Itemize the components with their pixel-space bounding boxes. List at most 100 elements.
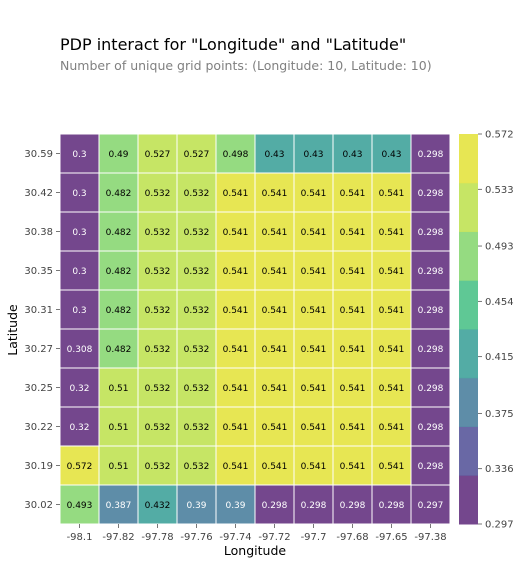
cell-value-label: 0.298 [340,501,366,511]
heatmap-cell [254,367,295,408]
heatmap-cell [293,289,334,330]
heatmap-cell [410,445,451,486]
heatmap-cell [410,172,451,213]
heatmap-cell [59,172,100,213]
heatmap-cell [332,289,373,330]
cell-value-label: 0.43 [381,150,401,160]
heatmap-cell [371,367,412,408]
cell-value-label: 0.298 [418,306,444,316]
heatmap-cell [59,367,100,408]
x-axis-label: Longitude [224,543,286,558]
cell-value-label: 0.482 [106,189,132,199]
heatmap-cell [176,445,217,486]
y-tick-label: 30.22 [24,422,53,433]
heatmap-cell [137,133,178,174]
heatmap-cell [98,211,139,252]
cell-value-label: 0.541 [379,462,405,472]
y-tick-label: 30.38 [24,227,53,238]
cell-value-label: 0.541 [301,306,327,316]
colorbar-segment [459,475,478,525]
cell-value-label: 0.3 [72,228,86,238]
y-tick-label: 30.02 [24,500,53,511]
cell-value-label: 0.532 [145,423,171,433]
heatmap-cell [215,484,256,525]
cell-value-label: 0.541 [301,228,327,238]
x-tick-label: -98.1 [67,532,93,543]
y-tick-label: 30.25 [24,383,53,394]
cell-value-label: 0.482 [106,306,132,316]
colorbar-segment [459,280,478,330]
y-tick-label: 30.35 [24,266,53,277]
cell-value-label: 0.541 [223,306,249,316]
x-tick-label: -97.68 [336,532,368,543]
cell-value-label: 0.298 [418,462,444,472]
heatmap-cell [176,250,217,291]
heatmap-cell [293,250,334,291]
cell-value-label: 0.532 [184,345,210,355]
heatmap-cell [98,172,139,213]
cell-value-label: 0.541 [340,423,366,433]
colorbar-tick-label: 0.375 [485,409,514,420]
cell-value-label: 0.541 [262,462,288,472]
cell-value-label: 0.541 [223,228,249,238]
cell-value-label: 0.541 [223,462,249,472]
colorbar-segment [459,377,478,427]
cell-value-label: 0.541 [301,189,327,199]
heatmap-cell [215,250,256,291]
heatmap-cell [137,445,178,486]
heatmap-cell [137,367,178,408]
cell-value-label: 0.532 [145,345,171,355]
cell-value-label: 0.541 [223,384,249,394]
x-tick-label: -97.72 [258,532,290,543]
cell-value-label: 0.432 [145,501,171,511]
heatmap-cell [176,211,217,252]
y-axis-label: Latitude [5,304,20,356]
cell-value-label: 0.541 [379,345,405,355]
cell-value-label: 0.298 [418,267,444,277]
x-tick-label: -97.7 [301,532,327,543]
cell-value-label: 0.532 [184,462,210,472]
x-tick-label: -97.82 [102,532,134,543]
heatmap-cell [176,328,217,369]
cell-value-label: 0.541 [262,306,288,316]
heatmap-cell [137,484,178,525]
colorbar-tick-label: 0.572 [485,130,514,141]
cell-value-label: 0.51 [108,423,128,433]
cell-value-label: 0.541 [340,306,366,316]
heatmap-cell [215,406,256,447]
cell-value-label: 0.387 [106,501,132,511]
heatmap-cell [98,367,139,408]
cell-value-label: 0.498 [223,150,249,160]
cell-value-label: 0.308 [67,345,93,355]
cell-value-label: 0.532 [184,423,210,433]
y-tick-label: 30.42 [24,188,53,199]
cell-value-label: 0.541 [223,189,249,199]
cell-value-label: 0.43 [342,150,362,160]
heatmap-cell [254,211,295,252]
cell-value-label: 0.32 [69,423,89,433]
heatmap-cell [332,172,373,213]
heatmap-cell [410,484,451,525]
colorbar-segment [459,426,478,476]
cell-value-label: 0.541 [301,267,327,277]
heatmap-cell [59,133,100,174]
cell-value-label: 0.482 [106,228,132,238]
cell-value-label: 0.541 [223,345,249,355]
cell-value-label: 0.298 [418,384,444,394]
cell-value-label: 0.541 [223,423,249,433]
cell-value-label: 0.3 [72,189,86,199]
cell-value-label: 0.541 [379,189,405,199]
cell-value-label: 0.298 [379,501,405,511]
cell-value-label: 0.298 [418,228,444,238]
colorbar-tick-label: 0.336 [485,464,514,475]
heatmap-cell [176,484,217,525]
cell-value-label: 0.298 [262,501,288,511]
chart-subtitle: Number of unique grid points: (Longitude… [60,58,432,73]
cell-value-label: 0.297 [418,501,444,511]
cell-value-label: 0.3 [72,150,86,160]
cell-value-label: 0.541 [379,306,405,316]
cell-value-label: 0.541 [262,384,288,394]
cell-value-label: 0.298 [418,150,444,160]
cell-value-label: 0.532 [184,228,210,238]
cell-value-label: 0.541 [301,384,327,394]
